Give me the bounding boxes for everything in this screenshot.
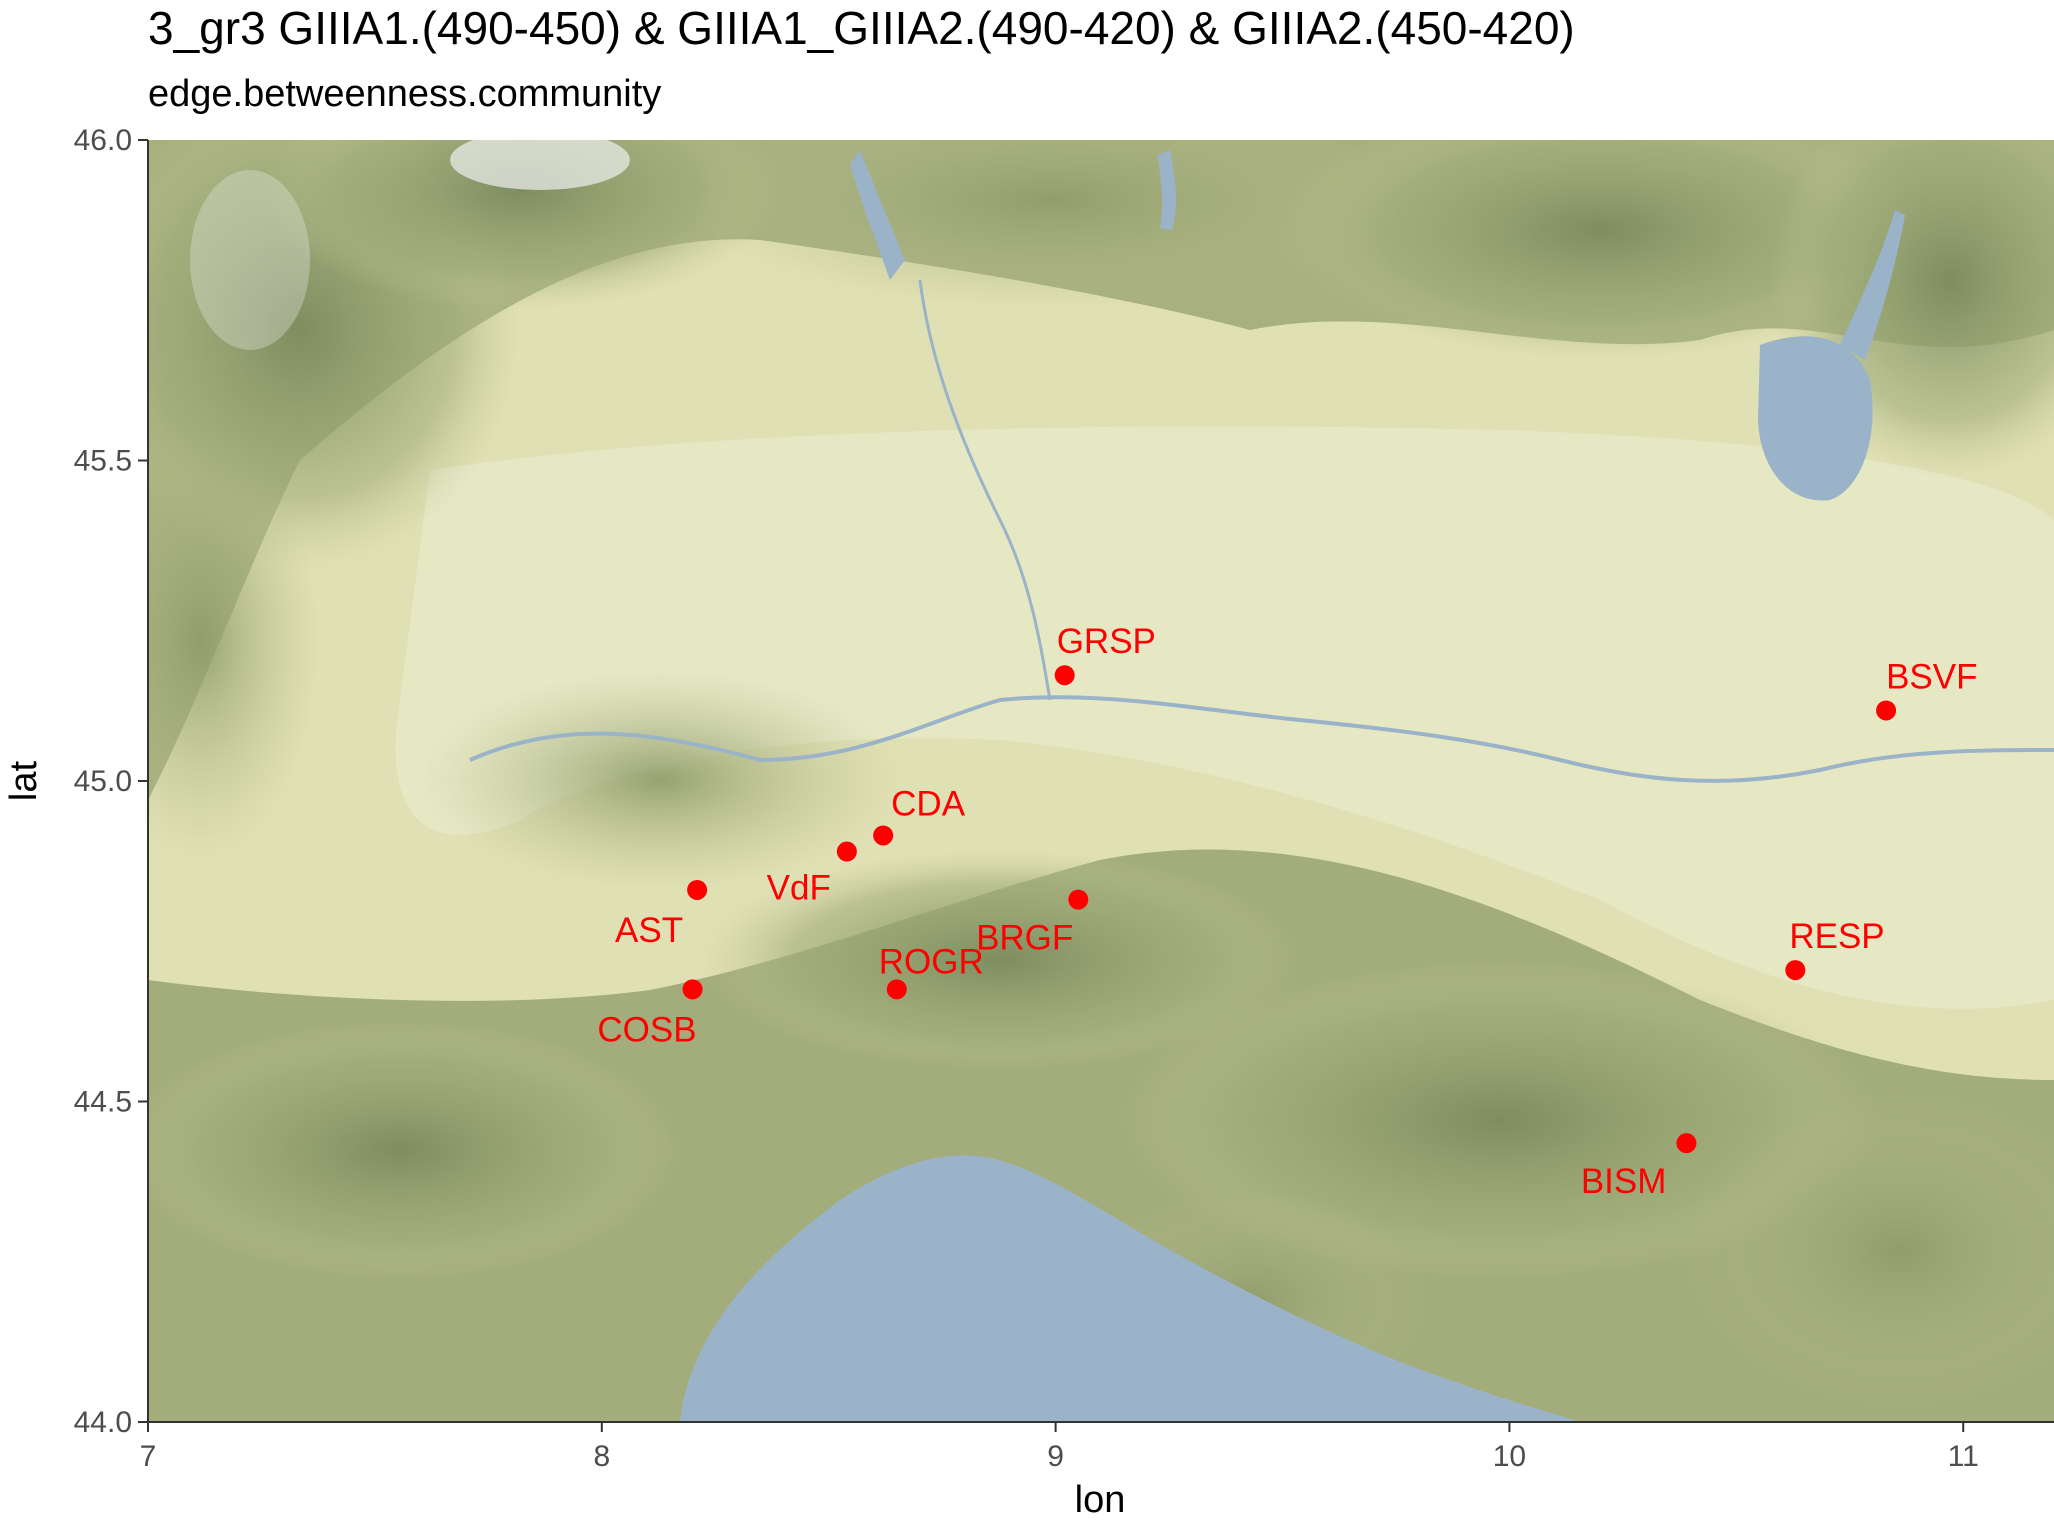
axes: 7 8 9 10 11 44.0 44.5 45.0 45.5 46.0 [74, 124, 2054, 1473]
site-point [1676, 1133, 1697, 1154]
site-point [836, 841, 857, 862]
site-label: VdF [767, 869, 831, 908]
site-point [1054, 665, 1075, 686]
site-label: AST [615, 911, 683, 950]
y-tick-label: 44.0 [74, 1406, 132, 1439]
x-tick-label: 8 [593, 1440, 610, 1473]
site-label: GRSP [1057, 622, 1156, 661]
site-label: CDA [891, 784, 966, 823]
site-label: COSB [597, 1010, 696, 1049]
y-tick-label: 44.5 [74, 1086, 132, 1119]
y-axis-title: lat [3, 760, 45, 801]
chart-subtitle: edge.betweenness.community [148, 73, 661, 115]
site-label: RESP [1789, 917, 1884, 956]
site-point [682, 979, 703, 1000]
x-tick-label: 9 [1047, 1440, 1064, 1473]
site-point [873, 825, 894, 846]
site-label: ROGR [879, 942, 984, 981]
chart-title: 3_gr3 GIIIA1.(490-450) & GIIIA1_GIIIA2.(… [148, 2, 1575, 54]
site-point [687, 879, 708, 900]
x-axis-title: lon [1075, 1479, 1126, 1521]
site-label: BISM [1581, 1162, 1667, 1201]
basemap [148, 140, 2054, 1422]
x-tick-label: 10 [1493, 1440, 1526, 1473]
site-points: GRSP BSVF CDA VdF AST BRGF RESP ROGR COSB BISM [597, 622, 1977, 1201]
site-label: BRGF [976, 919, 1073, 958]
site-point [1876, 700, 1897, 721]
axis-ticks: 7 8 9 10 11 44.0 44.5 45.0 45.5 46.0 [74, 124, 1979, 1473]
site-point [1785, 960, 1806, 981]
y-tick-label: 45.0 [74, 765, 132, 798]
y-tick-label: 46.0 [74, 124, 132, 157]
site-label: BSVF [1886, 657, 1977, 696]
x-tick-label: 7 [140, 1440, 157, 1473]
x-tick-label: 11 [1948, 1440, 1979, 1473]
y-tick-label: 45.5 [74, 445, 132, 478]
site-point [886, 979, 907, 1000]
site-point [1068, 889, 1089, 910]
